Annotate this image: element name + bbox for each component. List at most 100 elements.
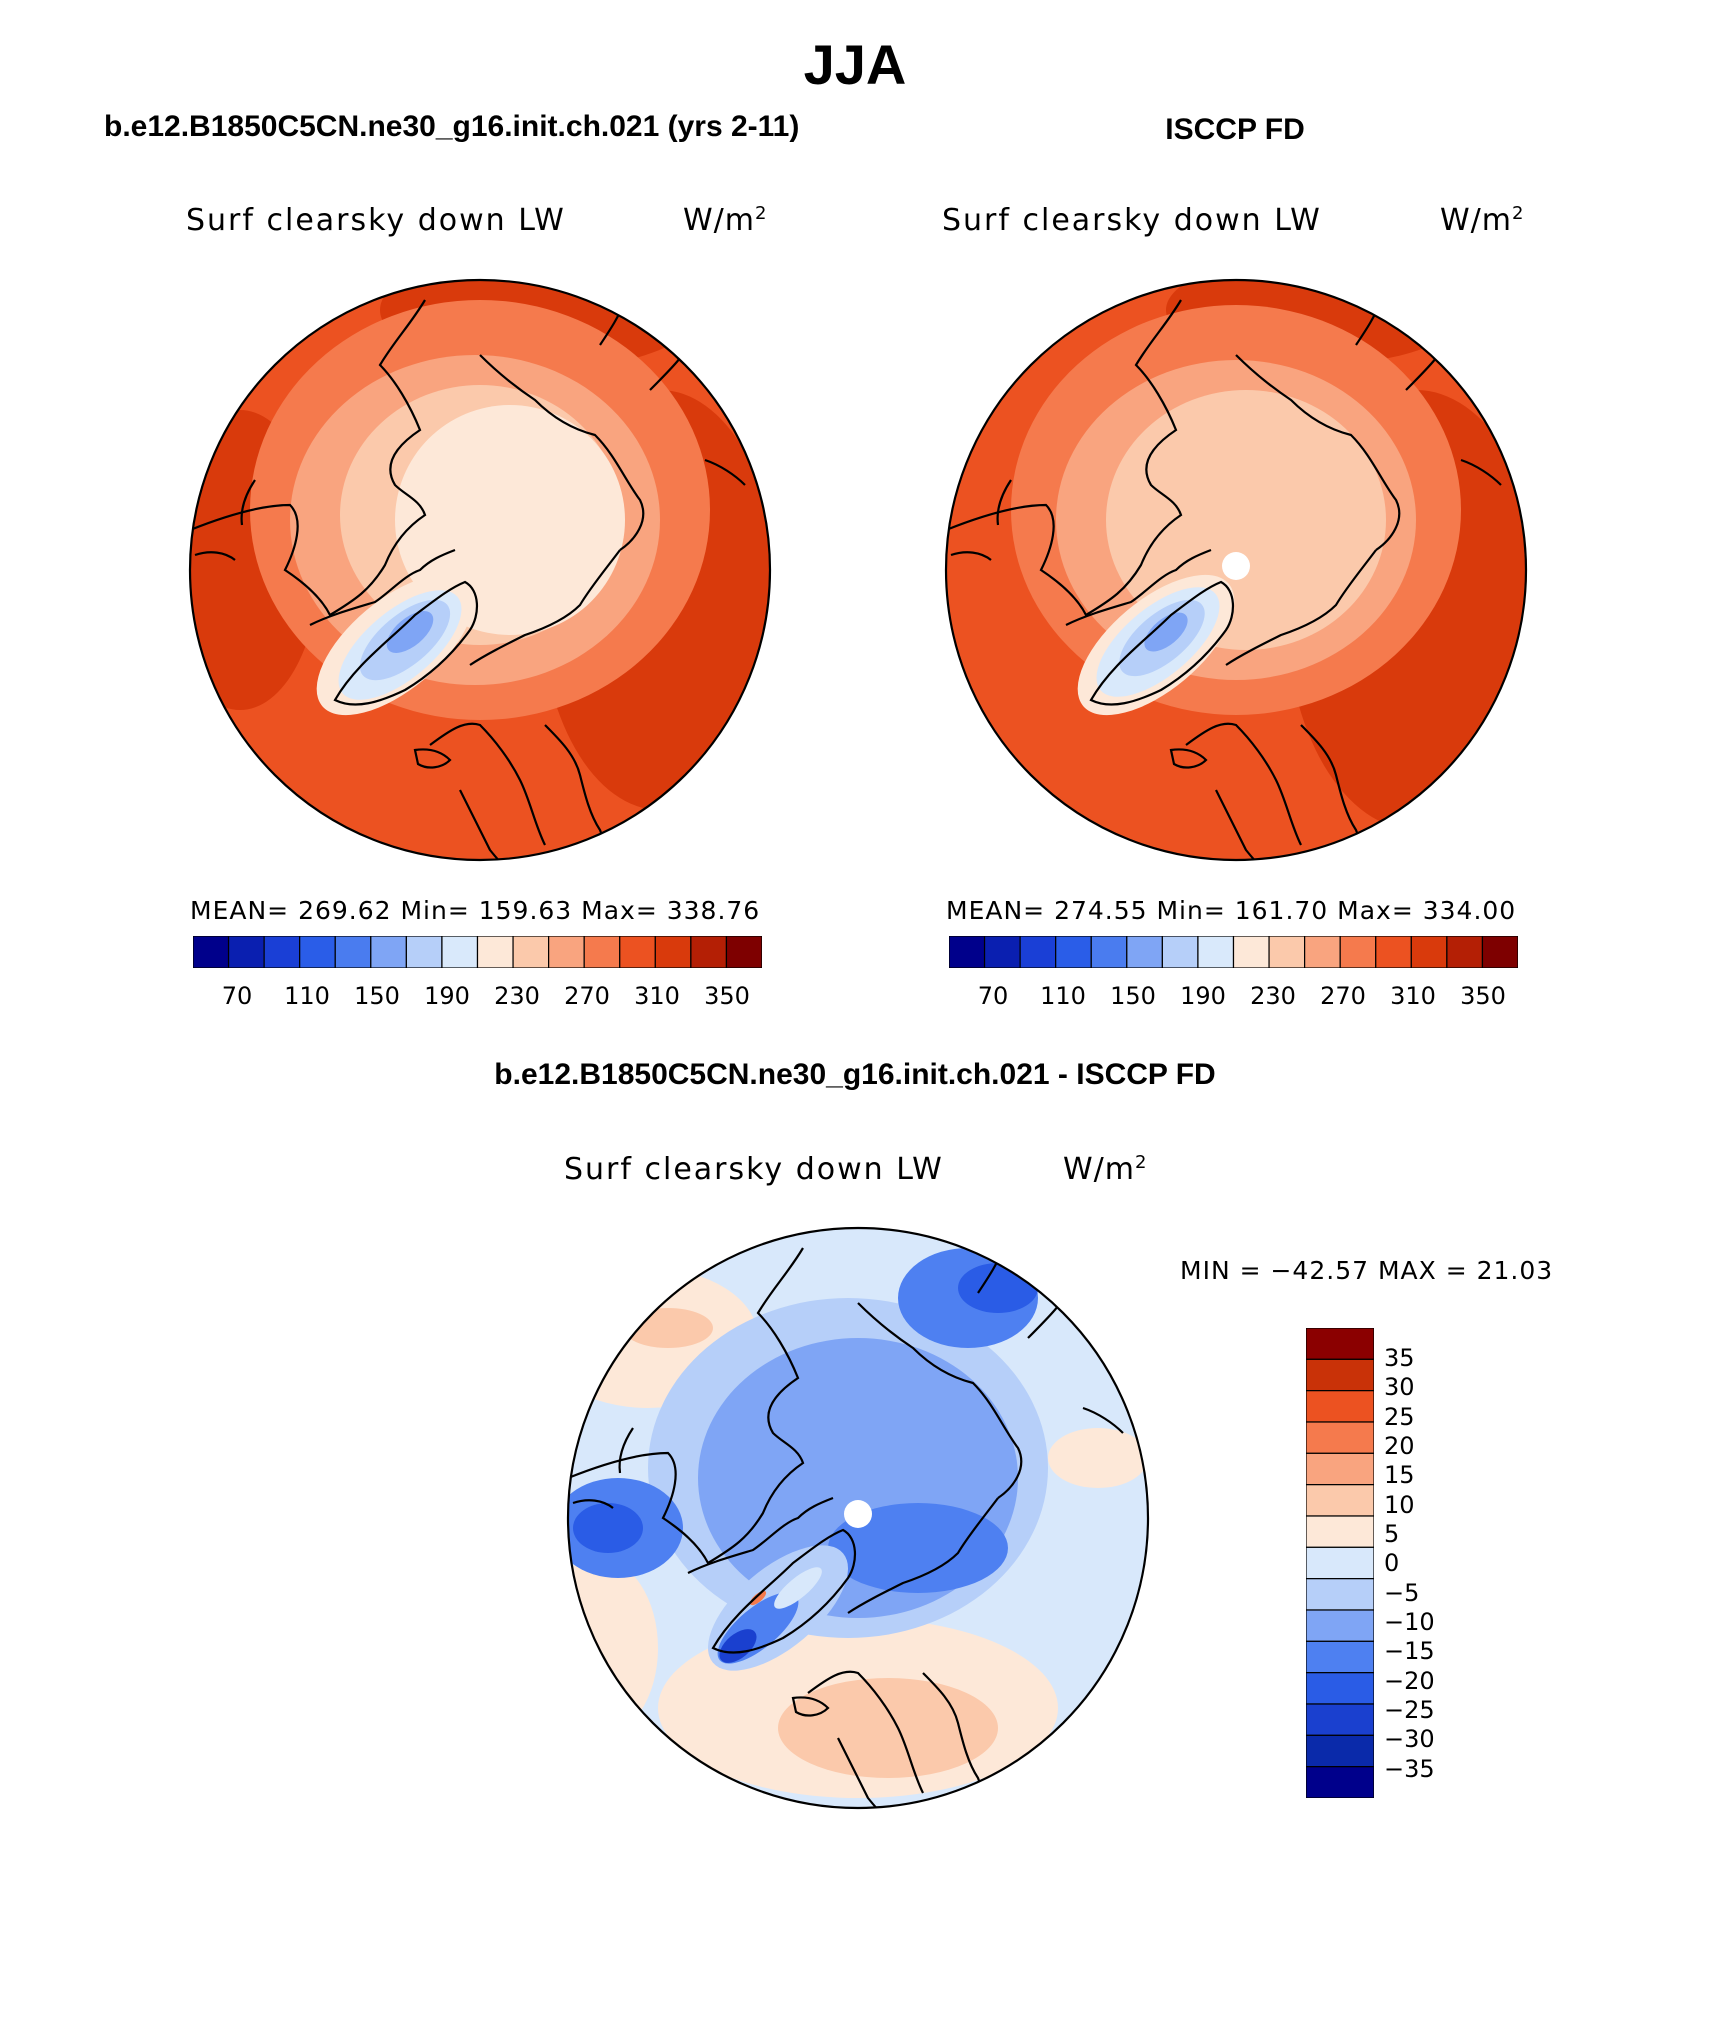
colorbar-obs	[949, 936, 1518, 968]
colorbar-obs-swatch	[1055, 936, 1092, 968]
map-model-field	[190, 280, 770, 860]
colorbar-obs-swatch	[1126, 936, 1163, 968]
colorbar-model-tick: 70	[221, 982, 253, 1010]
colorbar-diff-swatch	[1306, 1390, 1374, 1423]
panel-model-stats: MEAN= 269.62 Min= 159.63 Max= 338.76	[190, 896, 761, 925]
colorbar-diff-swatch	[1306, 1328, 1374, 1360]
panel-model-variable: Surf clearsky down LW	[186, 203, 566, 238]
colorbar-model-swatch	[690, 936, 728, 968]
colorbar-obs-tick: 230	[1250, 982, 1296, 1010]
colorbar-diff-swatch	[1306, 1734, 1374, 1768]
colorbar-obs-swatch	[949, 936, 986, 968]
colorbar-model-tick: 230	[494, 982, 540, 1010]
panel-diff-title: b.e12.B1850C5CN.ne30_g16.init.ch.021 - I…	[494, 1058, 1216, 1091]
colorbar-obs-swatch	[1268, 936, 1306, 968]
colorbar-model-swatch	[548, 936, 585, 968]
map-model	[188, 278, 772, 862]
colorbar-diff-tick: −10	[1384, 1608, 1435, 1636]
colorbar-model-swatch	[583, 936, 621, 968]
colorbar-model-swatch	[334, 936, 372, 968]
colorbar-model-tick: 270	[564, 982, 610, 1010]
colorbar-diff-swatch	[1306, 1766, 1374, 1798]
map-diff-field	[568, 1228, 1148, 1808]
colorbar-obs-swatch	[1197, 936, 1235, 968]
colorbar-obs-swatch	[1304, 936, 1341, 968]
panel-obs-variable: Surf clearsky down LW	[942, 203, 1322, 238]
colorbar-diff-tick: 5	[1384, 1520, 1400, 1548]
colorbar-diff	[1306, 1328, 1374, 1798]
panel-obs-units: W/m2	[1440, 203, 1525, 238]
colorbar-model	[193, 936, 762, 968]
colorbar-diff-tick: 30	[1384, 1373, 1415, 1401]
colorbar-obs-tick: 350	[1460, 982, 1506, 1010]
colorbar-diff-swatch	[1306, 1703, 1374, 1736]
colorbar-diff-tick: 15	[1384, 1461, 1415, 1489]
colorbar-diff-swatch	[1306, 1672, 1374, 1705]
colorbar-diff-tick: −30	[1384, 1725, 1435, 1753]
colorbar-obs-swatch	[1161, 936, 1199, 968]
colorbar-obs-tick: 70	[977, 982, 1009, 1010]
colorbar-obs-tick: 270	[1320, 982, 1366, 1010]
colorbar-diff-tick: 35	[1384, 1344, 1415, 1372]
colorbar-diff-tick: −25	[1384, 1696, 1435, 1724]
figure-title: JJA	[803, 33, 907, 96]
colorbar-model-tick: 350	[704, 982, 750, 1010]
colorbar-obs-swatch	[1481, 936, 1518, 968]
colorbar-obs-swatch	[1410, 936, 1448, 968]
colorbar-diff-tick: −15	[1384, 1637, 1435, 1665]
colorbar-model-swatch	[619, 936, 656, 968]
colorbar-obs-swatch	[1375, 936, 1412, 968]
panel-model-units: W/m2	[683, 203, 768, 238]
colorbar-diff-tick: 10	[1384, 1491, 1415, 1519]
panel-diff-stats: MIN = −42.57 MAX = 21.03	[1180, 1256, 1554, 1285]
colorbar-obs-swatch	[1232, 936, 1270, 968]
colorbar-obs-tick: 190	[1180, 982, 1226, 1010]
panel-diff-units: W/m2	[1063, 1152, 1148, 1187]
colorbar-diff-tick: −20	[1384, 1667, 1435, 1695]
colorbar-model-swatch	[476, 936, 514, 968]
map-obs	[944, 278, 1528, 862]
colorbar-obs-swatch	[1090, 936, 1128, 968]
map-obs-field	[946, 280, 1526, 860]
colorbar-diff-swatch	[1306, 1640, 1374, 1674]
colorbar-obs-swatch	[1446, 936, 1484, 968]
colorbar-model-tick: 150	[354, 982, 400, 1010]
colorbar-diff-swatch	[1306, 1515, 1374, 1548]
colorbar-model-swatch	[370, 936, 407, 968]
colorbar-model-swatch	[263, 936, 301, 968]
map-diff	[566, 1226, 1150, 1810]
colorbar-diff-tick: −5	[1384, 1579, 1420, 1607]
colorbar-model-swatch	[405, 936, 443, 968]
panel-obs-stats: MEAN= 274.55 Min= 161.70 Max= 334.00	[946, 896, 1517, 925]
colorbar-diff-swatch	[1306, 1484, 1374, 1517]
colorbar-diff-tick: 25	[1384, 1403, 1415, 1431]
colorbar-obs-swatch	[1019, 936, 1057, 968]
colorbar-diff-swatch	[1306, 1578, 1374, 1611]
colorbar-model-tick: 190	[424, 982, 470, 1010]
colorbar-obs-tick: 310	[1390, 982, 1436, 1010]
colorbar-diff-swatch	[1306, 1452, 1374, 1486]
colorbar-model-tick: 310	[634, 982, 680, 1010]
panel-obs-title: ISCCP FD	[1165, 113, 1305, 146]
colorbar-obs-tick: 110	[1040, 982, 1086, 1010]
colorbar-diff-swatch	[1306, 1609, 1374, 1642]
colorbar-diff-swatch	[1306, 1546, 1374, 1580]
colorbar-diff-tick: −35	[1384, 1755, 1435, 1783]
colorbar-model-swatch	[193, 936, 230, 968]
colorbar-diff-swatch	[1306, 1421, 1374, 1454]
colorbar-diff-swatch	[1306, 1358, 1374, 1392]
map-obs-coastlines	[946, 289, 1502, 860]
colorbar-model-tick: 110	[284, 982, 330, 1010]
colorbar-obs-tick: 150	[1110, 982, 1156, 1010]
colorbar-model-swatch	[441, 936, 479, 968]
colorbar-model-swatch	[227, 936, 265, 968]
panel-diff-variable: Surf clearsky down LW	[564, 1152, 944, 1187]
panel-model-title: b.e12.B1850C5CN.ne30_g16.init.ch.021 (yr…	[104, 110, 800, 143]
colorbar-model-swatch	[654, 936, 692, 968]
colorbar-model-swatch	[725, 936, 762, 968]
colorbar-diff-tick: 20	[1384, 1432, 1415, 1460]
colorbar-model-swatch	[512, 936, 550, 968]
colorbar-diff-tick: 0	[1384, 1549, 1400, 1577]
colorbar-obs-swatch	[983, 936, 1021, 968]
colorbar-obs-swatch	[1339, 936, 1377, 968]
